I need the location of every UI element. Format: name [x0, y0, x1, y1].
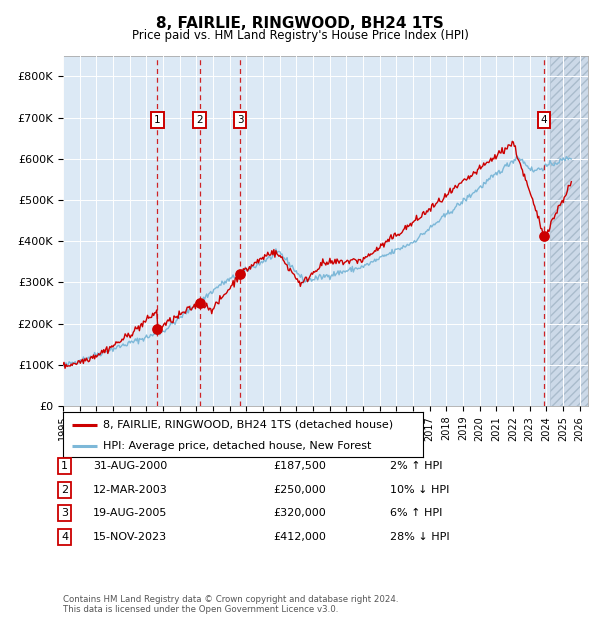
- Text: 19-AUG-2005: 19-AUG-2005: [93, 508, 167, 518]
- Text: 3: 3: [61, 508, 68, 518]
- Text: 6% ↑ HPI: 6% ↑ HPI: [390, 508, 442, 518]
- Text: 4: 4: [541, 115, 548, 125]
- Text: 28% ↓ HPI: 28% ↓ HPI: [390, 532, 449, 542]
- Text: 3: 3: [237, 115, 244, 125]
- Text: 1: 1: [154, 115, 161, 125]
- Text: HPI: Average price, detached house, New Forest: HPI: Average price, detached house, New …: [103, 441, 371, 451]
- Text: 2% ↑ HPI: 2% ↑ HPI: [390, 461, 443, 471]
- Text: £412,000: £412,000: [273, 532, 326, 542]
- Text: 8, FAIRLIE, RINGWOOD, BH24 1TS (detached house): 8, FAIRLIE, RINGWOOD, BH24 1TS (detached…: [103, 420, 393, 430]
- Text: 31-AUG-2000: 31-AUG-2000: [93, 461, 167, 471]
- Text: This data is licensed under the Open Government Licence v3.0.: This data is licensed under the Open Gov…: [63, 604, 338, 614]
- Text: 10% ↓ HPI: 10% ↓ HPI: [390, 485, 449, 495]
- Text: Contains HM Land Registry data © Crown copyright and database right 2024.: Contains HM Land Registry data © Crown c…: [63, 595, 398, 604]
- Bar: [550, 56, 588, 406]
- Text: Price paid vs. HM Land Registry's House Price Index (HPI): Price paid vs. HM Land Registry's House …: [131, 29, 469, 42]
- Text: 4: 4: [61, 532, 68, 542]
- Point: [152, 324, 162, 334]
- Text: 15-NOV-2023: 15-NOV-2023: [93, 532, 167, 542]
- Text: 1: 1: [61, 461, 68, 471]
- Text: 2: 2: [61, 485, 68, 495]
- Text: 8, FAIRLIE, RINGWOOD, BH24 1TS: 8, FAIRLIE, RINGWOOD, BH24 1TS: [156, 16, 444, 31]
- Point: [539, 231, 549, 241]
- Point: [235, 269, 245, 279]
- Text: £320,000: £320,000: [273, 508, 326, 518]
- Text: 12-MAR-2003: 12-MAR-2003: [93, 485, 168, 495]
- Text: £187,500: £187,500: [273, 461, 326, 471]
- Text: 2: 2: [196, 115, 203, 125]
- Text: £250,000: £250,000: [273, 485, 326, 495]
- Point: [195, 298, 205, 308]
